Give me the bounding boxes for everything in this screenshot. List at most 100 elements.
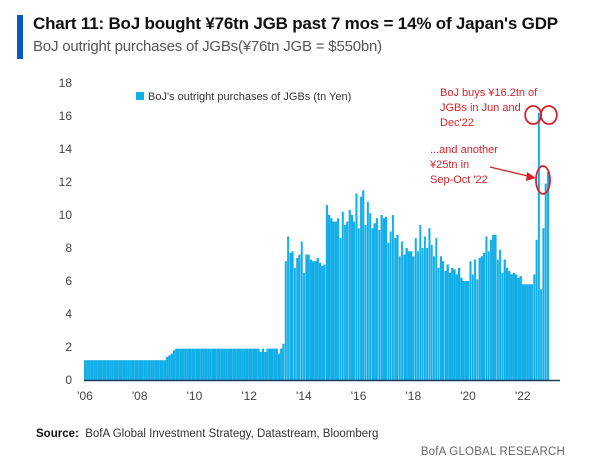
bar (138, 360, 142, 380)
x-tick-label: '16 (351, 389, 367, 403)
bar (129, 360, 132, 380)
bar (530, 284, 534, 380)
bars-group (84, 112, 550, 380)
bar (428, 228, 431, 380)
bar (521, 284, 525, 380)
bar (432, 256, 436, 380)
bar (451, 267, 454, 380)
bar (400, 241, 404, 380)
bar (159, 360, 162, 380)
bar (471, 274, 474, 380)
bar (270, 348, 274, 380)
bar (136, 360, 139, 380)
annotation-jun-dec-text: JGBs in Jun and (440, 102, 521, 114)
bar (357, 228, 360, 380)
bar (120, 360, 123, 380)
bar (535, 239, 538, 380)
bar (380, 215, 383, 380)
y-tick-label: 8 (65, 241, 72, 255)
bar (250, 348, 253, 380)
bar (455, 274, 458, 380)
bar (170, 353, 173, 380)
brand-label: BofA GLOBAL RESEARCH (420, 446, 565, 458)
bar (369, 213, 372, 380)
bar (204, 348, 208, 380)
bar (191, 348, 194, 380)
bar (284, 261, 287, 380)
bar (134, 360, 137, 380)
bar (546, 172, 550, 380)
bar (198, 348, 201, 380)
bar (291, 251, 294, 380)
bar (104, 360, 107, 380)
bar (259, 351, 262, 380)
x-tick-label: '12 (241, 389, 257, 403)
legend: BoJ's outright purchases of JGBs (tn Yen… (136, 91, 351, 103)
bar (537, 112, 541, 380)
chart-title: Chart 11: BoJ bought ¥76tn JGB past 7 mo… (33, 14, 558, 33)
x-tick-label: '08 (132, 389, 148, 403)
bar (147, 360, 151, 380)
bar (115, 360, 119, 380)
bar (321, 266, 324, 380)
bar (343, 224, 347, 380)
bar (398, 256, 401, 380)
bar (264, 351, 267, 380)
source-text: BofA Global Investment Strategy, Datastr… (85, 428, 379, 440)
bar (257, 348, 260, 380)
bar (186, 348, 189, 380)
bar (309, 259, 313, 380)
bar (131, 360, 135, 380)
bar (359, 196, 363, 380)
bar (286, 236, 290, 380)
bar (435, 238, 438, 380)
bar (90, 360, 94, 380)
annotation-sep-oct-text: ...and another (430, 144, 498, 156)
bar (524, 284, 527, 380)
bar (209, 348, 212, 380)
bar (325, 205, 329, 380)
bar (268, 348, 272, 380)
bar (113, 360, 116, 380)
bar (339, 238, 342, 380)
bar (99, 360, 103, 380)
y-tick-label: 0 (65, 373, 72, 387)
bar (387, 243, 390, 380)
bar (378, 229, 381, 380)
highlight-circle-sep-oct (535, 165, 551, 195)
bar (213, 348, 217, 380)
bar (478, 257, 481, 380)
bar (118, 360, 121, 380)
bar (391, 215, 395, 380)
bar (172, 350, 176, 380)
bar (410, 251, 413, 380)
bar (125, 360, 128, 380)
bar (334, 221, 338, 380)
bar (298, 254, 301, 380)
bar (316, 257, 319, 380)
bar (483, 252, 486, 380)
bar (407, 251, 411, 380)
bar (323, 264, 326, 380)
bar (473, 259, 477, 380)
bar (540, 289, 543, 380)
bar (330, 218, 333, 380)
x-tick-label: '06 (77, 389, 93, 403)
bar (364, 224, 367, 380)
y-tick-label: 2 (65, 340, 72, 354)
bar (122, 360, 126, 380)
bar (373, 223, 376, 380)
bar (184, 348, 187, 380)
bar (109, 360, 112, 380)
bar (241, 348, 244, 380)
bar (503, 259, 506, 380)
bar (143, 360, 146, 380)
bar (266, 348, 269, 380)
bar (542, 228, 545, 380)
bar (533, 274, 536, 380)
bar (296, 257, 299, 380)
y-tick-label: 6 (65, 274, 72, 288)
bar (419, 224, 422, 380)
bar (318, 262, 322, 380)
bar (405, 248, 408, 380)
